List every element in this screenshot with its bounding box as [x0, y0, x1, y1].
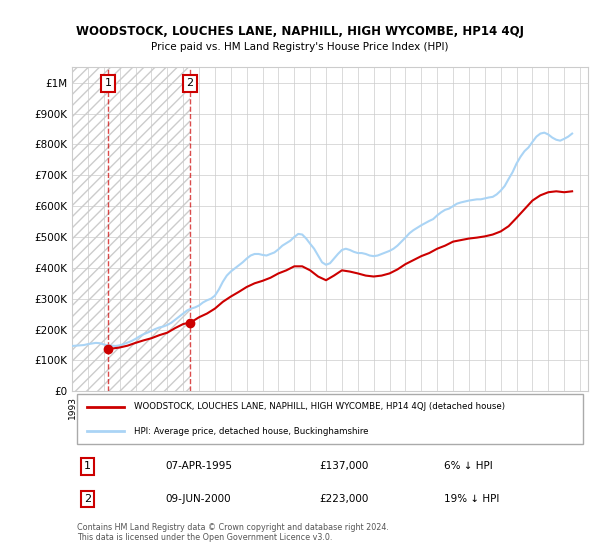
Text: 09-JUN-2000: 09-JUN-2000 [165, 494, 230, 504]
Text: 1: 1 [104, 78, 112, 88]
Text: £137,000: £137,000 [320, 461, 369, 472]
Text: 1: 1 [84, 461, 91, 472]
Text: WOODSTOCK, LOUCHES LANE, NAPHILL, HIGH WYCOMBE, HP14 4QJ: WOODSTOCK, LOUCHES LANE, NAPHILL, HIGH W… [76, 25, 524, 38]
Text: £223,000: £223,000 [320, 494, 369, 504]
Text: Price paid vs. HM Land Registry's House Price Index (HPI): Price paid vs. HM Land Registry's House … [151, 42, 449, 52]
Text: 2: 2 [187, 78, 194, 88]
FancyBboxPatch shape [77, 394, 583, 444]
Text: 2: 2 [84, 494, 91, 504]
Text: Contains HM Land Registry data © Crown copyright and database right 2024.
This d: Contains HM Land Registry data © Crown c… [77, 523, 389, 542]
Text: WOODSTOCK, LOUCHES LANE, NAPHILL, HIGH WYCOMBE, HP14 4QJ (detached house): WOODSTOCK, LOUCHES LANE, NAPHILL, HIGH W… [134, 403, 505, 412]
Text: HPI: Average price, detached house, Buckinghamshire: HPI: Average price, detached house, Buck… [134, 427, 368, 436]
Text: 07-APR-1995: 07-APR-1995 [165, 461, 232, 472]
Text: 19% ↓ HPI: 19% ↓ HPI [443, 494, 499, 504]
Text: 6% ↓ HPI: 6% ↓ HPI [443, 461, 492, 472]
